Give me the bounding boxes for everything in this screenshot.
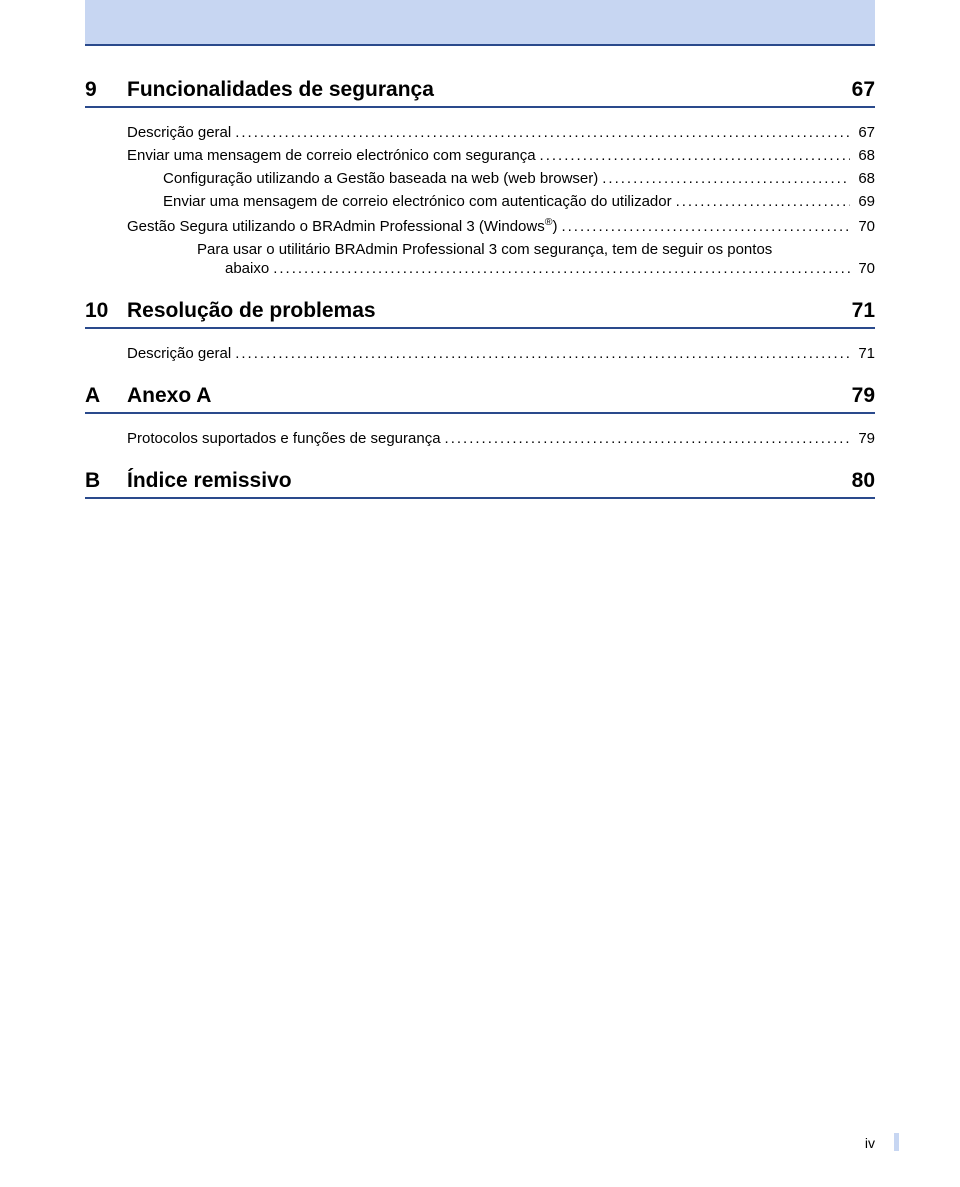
toc-entry-page: 69 bbox=[858, 193, 875, 210]
document-page: 9Funcionalidades de segurança67Descrição… bbox=[0, 0, 960, 1187]
section-title: Índice remissivo bbox=[127, 469, 842, 493]
leader-dots bbox=[602, 170, 850, 187]
table-of-contents: 9Funcionalidades de segurança67Descrição… bbox=[85, 78, 875, 499]
section-number: B bbox=[85, 469, 127, 493]
toc-entry[interactable]: Configuração utilizando a Gestão baseada… bbox=[163, 170, 875, 187]
section-number: 10 bbox=[85, 299, 127, 323]
toc-entry-page: 67 bbox=[858, 124, 875, 141]
section-page: 79 bbox=[852, 384, 875, 408]
toc-entry-page: 79 bbox=[858, 430, 875, 447]
toc-entry-page: 68 bbox=[858, 147, 875, 164]
section-title: Resolução de problemas bbox=[127, 299, 842, 323]
page-number: iv bbox=[865, 1135, 875, 1151]
header-band bbox=[85, 0, 875, 46]
toc-section: 10Resolução de problemas71Descrição gera… bbox=[85, 299, 875, 362]
section-page: 67 bbox=[852, 78, 875, 102]
section-number: A bbox=[85, 384, 127, 408]
section-title: Funcionalidades de segurança bbox=[127, 78, 842, 102]
toc-entry[interactable]: Protocolos suportados e funções de segur… bbox=[127, 430, 875, 447]
toc-entry-label: Enviar uma mensagem de correio electróni… bbox=[127, 147, 536, 164]
toc-entry[interactable]: Para usar o utilitário BRAdmin Professio… bbox=[197, 241, 875, 258]
toc-entry[interactable]: Gestão Segura utilizando o BRAdmin Profe… bbox=[127, 216, 875, 235]
section-header: 9Funcionalidades de segurança 67 bbox=[85, 78, 875, 108]
toc-entry-label: Configuração utilizando a Gestão baseada… bbox=[163, 170, 598, 187]
toc-entry[interactable]: Enviar uma mensagem de correio electróni… bbox=[127, 147, 875, 164]
toc-entry-label: Gestão Segura utilizando o BRAdmin Profe… bbox=[127, 216, 557, 235]
toc-entry[interactable]: Enviar uma mensagem de correio electróni… bbox=[163, 193, 875, 210]
section-page: 71 bbox=[852, 299, 875, 323]
toc-section: AAnexo A 79 Protocolos suportados e funçõe… bbox=[85, 384, 875, 447]
toc-entry-continuation[interactable]: abaixo 70 bbox=[225, 260, 875, 277]
toc-entry[interactable]: Descrição geral 67 bbox=[127, 124, 875, 141]
toc-entry-label: Enviar uma mensagem de correio electróni… bbox=[163, 193, 672, 210]
section-page: 80 bbox=[852, 469, 875, 493]
toc-entry-label: Descrição geral bbox=[127, 345, 231, 362]
leader-dots bbox=[235, 124, 850, 141]
section-header: BÍndice remissivo 80 bbox=[85, 469, 875, 499]
toc-entry-label: Descrição geral bbox=[127, 124, 231, 141]
leader-dots bbox=[235, 345, 850, 362]
toc-entry-page: 70 bbox=[858, 218, 875, 235]
toc-section: 9Funcionalidades de segurança67Descrição… bbox=[85, 78, 875, 277]
section-header: 10Resolução de problemas 71 bbox=[85, 299, 875, 329]
section-number: 9 bbox=[85, 78, 127, 102]
leader-dots bbox=[561, 218, 850, 235]
footer-accent-bar bbox=[894, 1133, 899, 1151]
toc-entry-page: 71 bbox=[858, 345, 875, 362]
toc-section: BÍndice remissivo 80 bbox=[85, 469, 875, 499]
toc-entry-page: 70 bbox=[858, 260, 875, 277]
toc-entry[interactable]: Descrição geral 71 bbox=[127, 345, 875, 362]
leader-dots bbox=[273, 260, 850, 277]
leader-dots bbox=[445, 430, 851, 447]
section-title: Anexo A bbox=[127, 384, 842, 408]
leader-dots bbox=[540, 147, 851, 164]
leader-dots bbox=[676, 193, 851, 210]
section-header: AAnexo A 79 bbox=[85, 384, 875, 414]
toc-entry-label: abaixo bbox=[225, 260, 269, 277]
toc-entry-label: Protocolos suportados e funções de segur… bbox=[127, 430, 441, 447]
toc-entry-page: 68 bbox=[858, 170, 875, 187]
